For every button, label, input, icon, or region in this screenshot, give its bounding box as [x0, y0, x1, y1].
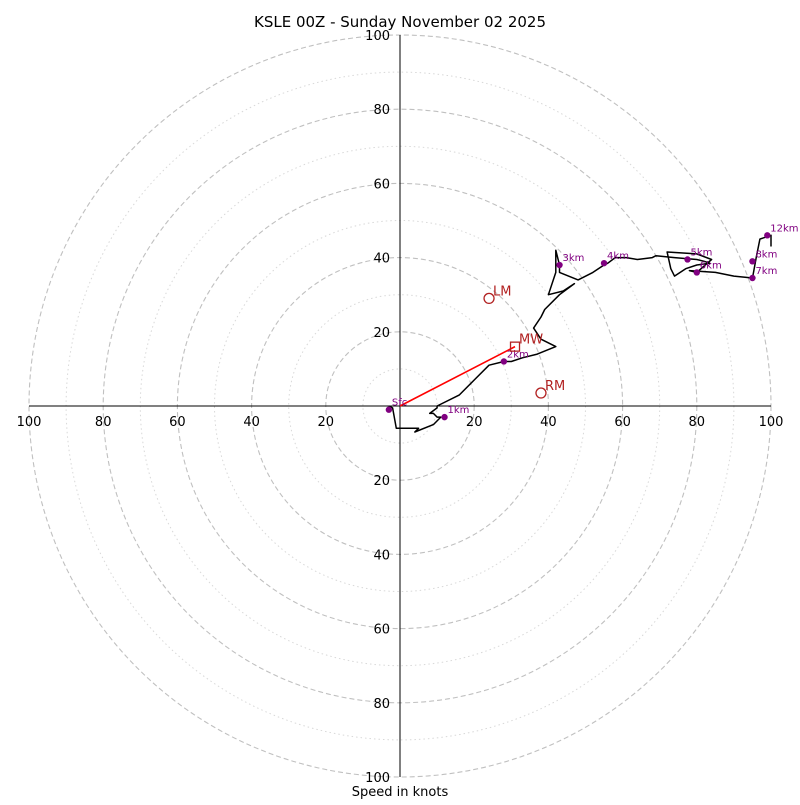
storm-label-RM: RM: [545, 379, 565, 394]
storm-marker-RM: [535, 387, 547, 399]
height-point-12km: [764, 232, 771, 239]
tick-label-south-40: 40: [373, 548, 390, 563]
height-point-1km: [441, 413, 448, 421]
tick-label-east-80: 80: [689, 415, 706, 430]
shear-vector-line: [399, 345, 516, 407]
height-point-4km: [600, 259, 608, 267]
storm-label-LM: LM: [493, 284, 511, 299]
shear-vector: [399, 345, 516, 407]
tick-label-south-60: 60: [373, 623, 390, 638]
tick-label-west-40: 40: [243, 415, 260, 430]
tick-label-west-20: 20: [318, 415, 335, 430]
tick-label-south-80: 80: [373, 697, 390, 712]
height-label-4km: 4km: [607, 251, 629, 262]
x-axis-label: Speed in knots: [352, 785, 449, 800]
height-point-5km: [684, 256, 691, 263]
hodograph-line: [388, 234, 772, 433]
tick-label-east-100: 100: [759, 415, 784, 430]
tick-label-south-100: 100: [365, 771, 390, 786]
storm-label-MW: MW: [519, 333, 543, 348]
tick-label-west-100: 100: [17, 415, 42, 430]
storm-motion-markers: LM RM MW: [483, 284, 565, 399]
tick-label-west-60: 60: [169, 415, 186, 430]
height-label-Sfc: Sfc: [392, 398, 407, 409]
height-point-6km: [693, 269, 700, 276]
tick-label-north-20: 20: [373, 326, 390, 341]
tick-label-east-20: 20: [466, 415, 483, 430]
hodograph-trace: [388, 234, 772, 433]
storm-marker-MW: [509, 341, 521, 352]
tick-labels: 20 20 20 20 40 40 40 40 60 60 60 60 80 80 80 80 100 100 10…: [17, 29, 784, 786]
tick-label-north-60: 60: [373, 177, 390, 192]
height-label-5km: 5km: [691, 247, 713, 258]
height-points: Sfc 1km 2km 3km 4km 5km 6km 7km 8km 12km: [385, 223, 799, 421]
tick-label-north-100: 100: [365, 29, 390, 44]
height-point-2km: [500, 358, 508, 365]
height-point-7km: [749, 274, 756, 282]
height-label-1km: 1km: [448, 405, 470, 416]
tick-label-south-20: 20: [373, 474, 390, 489]
height-label-6km: 6km: [700, 260, 722, 271]
height-label-7km: 7km: [755, 266, 777, 277]
height-point-3km: [556, 261, 563, 269]
tick-label-north-80: 80: [373, 103, 390, 118]
height-point-Sfc: [385, 406, 393, 413]
height-point-8km: [749, 258, 756, 265]
height-label-3km: 3km: [563, 253, 585, 264]
height-label-2km: 2km: [507, 349, 529, 360]
tick-label-east-40: 40: [540, 415, 557, 430]
height-label-12km: 12km: [770, 223, 798, 234]
tick-label-west-80: 80: [95, 415, 112, 430]
chart-title: KSLE 00Z - Sunday November 02 2025: [254, 13, 546, 31]
storm-marker-LM: [483, 292, 495, 305]
height-label-8km: 8km: [755, 249, 777, 260]
tick-label-east-60: 60: [614, 415, 631, 430]
tick-label-north-40: 40: [373, 252, 390, 267]
